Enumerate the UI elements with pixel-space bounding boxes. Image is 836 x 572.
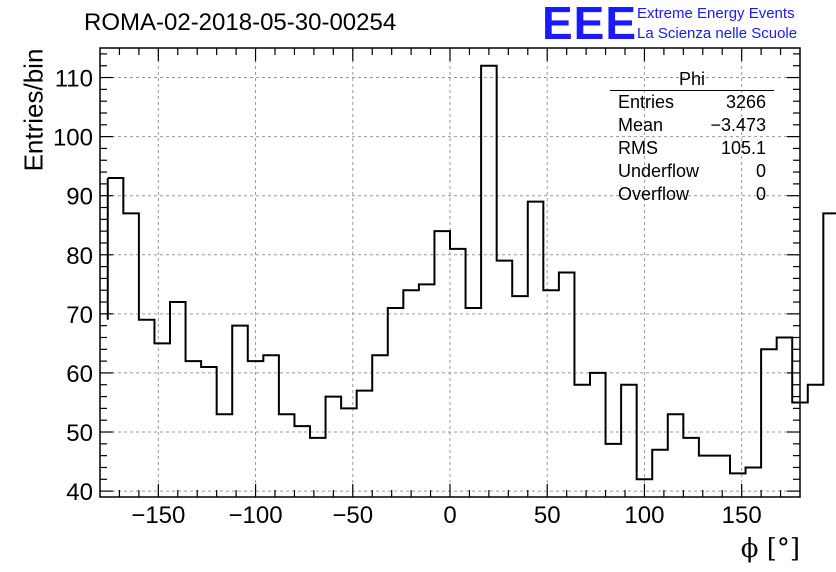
stats-label: Underflow bbox=[618, 161, 700, 181]
x-tick-label: −150 bbox=[131, 502, 185, 529]
stats-value: −3.473 bbox=[710, 115, 766, 135]
stats-label: RMS bbox=[618, 138, 658, 158]
y-tick-label: 60 bbox=[66, 361, 93, 388]
logo-line-1: Extreme Energy Events bbox=[637, 5, 795, 22]
eee-logo: EEE bbox=[542, 0, 638, 49]
stats-row-entries: Entries 3266 bbox=[610, 91, 774, 114]
y-tick-label: 100 bbox=[53, 125, 93, 152]
y-tick-label: 40 bbox=[66, 479, 93, 506]
x-tick-label: 0 bbox=[443, 502, 456, 529]
stats-row-overflow: Overflow 0 bbox=[610, 183, 774, 206]
stats-label: Overflow bbox=[618, 184, 690, 204]
eee-logo-text: Extreme Energy Events La Scienza nelle S… bbox=[637, 4, 797, 44]
stats-row-mean: Mean −3.473 bbox=[610, 114, 774, 137]
y-tick-label: 80 bbox=[66, 243, 93, 270]
x-tick-label: 50 bbox=[534, 502, 561, 529]
y-tick-label: 110 bbox=[55, 66, 93, 93]
stats-title: Phi bbox=[610, 68, 774, 91]
histogram-line bbox=[107, 64, 836, 481]
x-tick-label: −50 bbox=[332, 502, 373, 529]
stats-label: Mean bbox=[618, 115, 664, 135]
x-tick-label: 150 bbox=[722, 502, 762, 529]
stats-value: 105.1 bbox=[720, 138, 766, 158]
stats-box: Phi Entries 3266 Mean −3.473 RMS 105.1 U… bbox=[610, 68, 774, 206]
stats-value: 0 bbox=[755, 184, 766, 204]
stats-row-rms: RMS 105.1 bbox=[610, 137, 774, 160]
logo-line-2: La Scienza nelle Scuole bbox=[637, 25, 798, 42]
stats-value: 0 bbox=[755, 161, 766, 181]
y-tick-label: 70 bbox=[66, 302, 93, 329]
stats-label: Entries bbox=[618, 92, 675, 112]
x-axis-label: ϕ [°] bbox=[740, 534, 800, 564]
x-tick-label: −100 bbox=[229, 502, 283, 529]
y-axis-label: Entries/bin bbox=[18, 48, 49, 172]
y-tick-label: 90 bbox=[66, 184, 93, 211]
stats-row-underflow: Underflow 0 bbox=[610, 160, 774, 183]
stats-value: 3266 bbox=[725, 92, 766, 112]
y-tick-label: 50 bbox=[66, 420, 93, 447]
chart-title: ROMA-02-2018-05-30-00254 bbox=[84, 9, 397, 36]
x-tick-label: 100 bbox=[624, 502, 664, 529]
